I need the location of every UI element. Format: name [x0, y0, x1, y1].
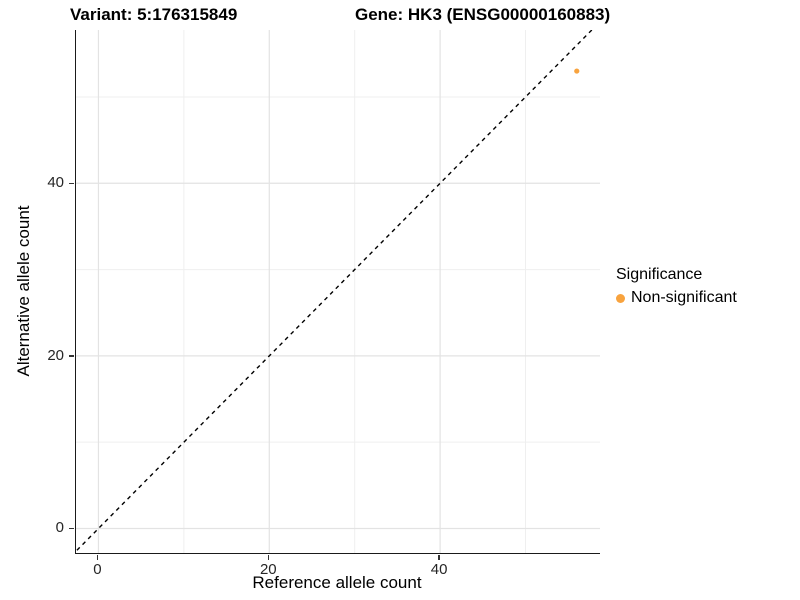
x-tick-label: 40: [430, 561, 448, 578]
legend-item-label: Non-significant: [631, 289, 737, 306]
x-tick-mark: [96, 554, 99, 560]
plot-panel: [75, 30, 600, 554]
x-tick-label: 0: [93, 561, 102, 578]
plot-canvas: [76, 30, 600, 553]
y-tick-mark: [68, 182, 74, 185]
y-tick-label: 20: [47, 346, 64, 364]
x-tick-label: 20: [259, 561, 277, 578]
legend-title: Significance: [616, 266, 703, 283]
y-tick-label: 40: [47, 174, 64, 192]
data-point: [574, 68, 580, 74]
plot-title-variant: Variant: 5:176315849: [70, 5, 238, 24]
x-axis-title: Reference allele count: [252, 573, 422, 592]
x-tick-mark: [438, 554, 440, 560]
legend-item-non-significant: Non-significant: [616, 289, 737, 307]
y-tick-label: 0: [55, 519, 64, 537]
x-tick-mark: [267, 554, 270, 560]
legend-point-icon: [616, 293, 625, 303]
legend: Significance Non-significant: [616, 266, 737, 307]
y-tick-mark: [68, 355, 74, 357]
identity-line: [76, 30, 593, 553]
y-tick-mark: [68, 527, 74, 530]
plot-title-gene: Gene: HK3 (ENSG00000160883): [355, 5, 611, 24]
